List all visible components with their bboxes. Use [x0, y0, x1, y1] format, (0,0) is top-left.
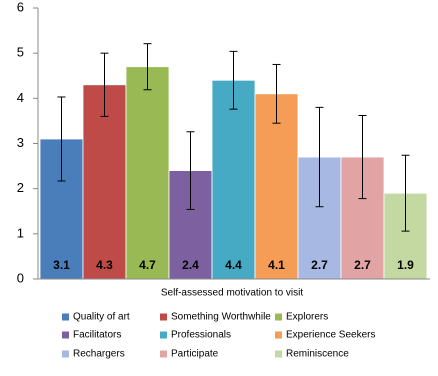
legend-swatch: [275, 331, 282, 339]
y-tick-label: 2: [17, 180, 24, 195]
y-tick-label: 1: [17, 225, 24, 240]
error-bar: [229, 50, 238, 110]
value-label: 2.4: [182, 258, 199, 272]
error-bar: [315, 106, 324, 208]
value-label: 3.1: [53, 258, 70, 272]
legend-swatch: [62, 331, 69, 339]
y-tick-label: 3: [17, 135, 24, 150]
value-label: 2.7: [311, 258, 328, 272]
error-bar: [401, 154, 410, 232]
value-label: 1.9: [397, 258, 414, 272]
error-bar: [100, 52, 109, 117]
bar: [254, 93, 299, 280]
legend-swatch: [62, 313, 69, 321]
value-label: 4.1: [268, 258, 285, 272]
legend-swatch: [275, 350, 282, 358]
error-bar: [272, 63, 281, 124]
legend-label: Rechargers: [73, 349, 125, 360]
legend-label: Facilitators: [73, 330, 121, 341]
error-bar: [143, 43, 152, 91]
x-axis-title: Self-assessed motivation to visit: [161, 288, 304, 299]
legend-label: Participate: [171, 349, 219, 360]
y-tick-label: 0: [17, 270, 24, 285]
value-label: 4.4: [225, 258, 242, 272]
legend-swatch: [160, 313, 167, 321]
legend-label: Professionals: [171, 330, 231, 341]
error-bar: [186, 131, 195, 210]
legend-swatch: [62, 350, 69, 358]
bar: [125, 66, 170, 280]
value-label: 4.3: [96, 258, 113, 272]
legend-label: Something Worthwhile: [171, 312, 271, 323]
value-label: 4.7: [139, 258, 156, 272]
y-tick-label: 4: [17, 90, 24, 105]
bar: [82, 84, 127, 280]
y-tick-label: 5: [17, 45, 24, 60]
error-bar: [57, 96, 66, 182]
y-tick-label: 6: [17, 0, 24, 14]
legend-swatch: [275, 313, 282, 321]
bar: [211, 79, 256, 280]
legend-swatch: [160, 331, 167, 339]
legend-label: Explorers: [286, 312, 328, 323]
legend-label: Reminiscence: [286, 349, 349, 360]
legend-label: Experience Seekers: [286, 330, 376, 341]
value-label: 2.7: [354, 258, 371, 272]
legend-label: Quality of art: [73, 312, 130, 323]
error-bar: [358, 114, 367, 200]
legend-swatch: [160, 350, 167, 358]
